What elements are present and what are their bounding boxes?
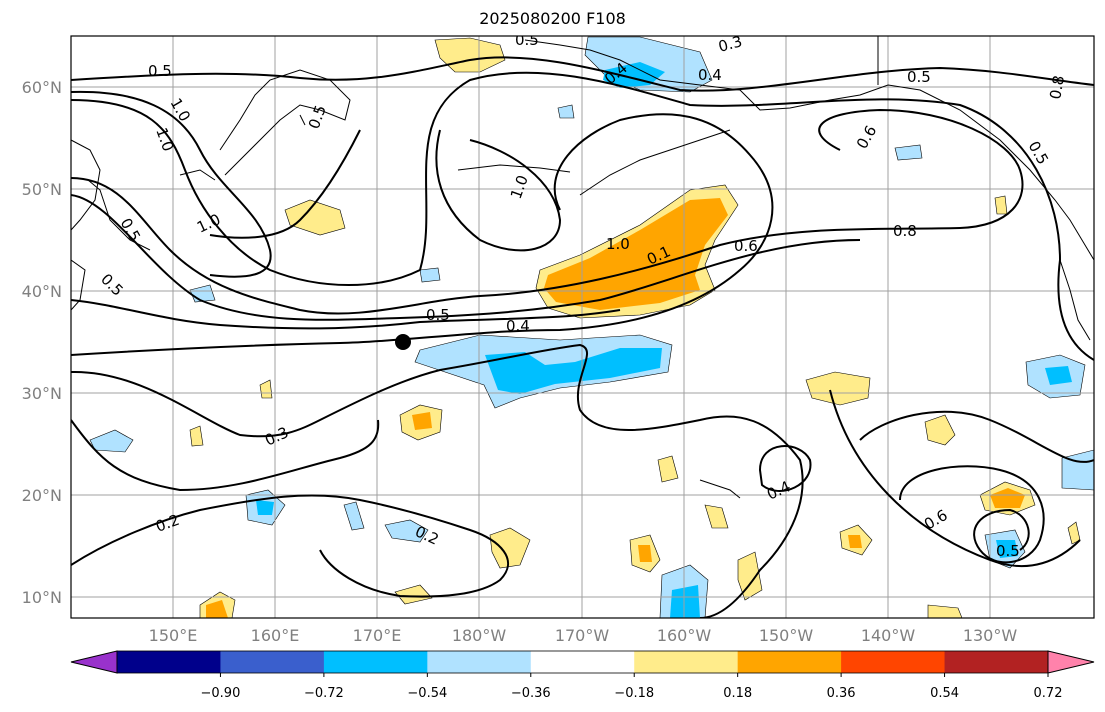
longitude-labels: 150°E 160°E 170°E 180°W 170°W 160°W 150°… xyxy=(149,626,1018,645)
lon-label: 160°E xyxy=(251,626,300,645)
latitude-labels: 60°N 50°N 40°N 30°N 20°N 10°N xyxy=(22,78,62,607)
contour-label: 0.5 xyxy=(515,31,539,49)
lon-label: 130°W xyxy=(963,626,1018,645)
colorbar: −0.90 −0.72 −0.54 −0.36 −0.18 0.18 0.36 0.54 0.7… xyxy=(70,650,1095,701)
lat-label: 20°N xyxy=(22,486,62,505)
lon-label: 180°W xyxy=(452,626,507,645)
colorbar-tick-label: 0.36 xyxy=(827,686,856,701)
negative-anomaly-shading xyxy=(89,36,1094,618)
contour-lines xyxy=(71,56,1094,618)
lon-label: 140°W xyxy=(861,626,916,645)
lon-label: 150°W xyxy=(759,626,814,645)
colorbar-tick-label: −0.54 xyxy=(407,686,447,701)
colorbar-tick-label: −0.36 xyxy=(511,686,551,701)
colorbar-tick-label: 0.18 xyxy=(723,686,752,701)
map-title: 2025080200 F108 xyxy=(479,9,626,28)
lon-label: 170°E xyxy=(353,626,402,645)
contour-label: 0.8 xyxy=(893,222,917,240)
contour-label: 0.5 xyxy=(148,62,172,80)
colorbar-tick-label: −0.18 xyxy=(614,686,654,701)
lat-label: 30°N xyxy=(22,384,62,403)
lat-label: 40°N xyxy=(22,282,62,301)
colorbar-segment xyxy=(323,651,428,673)
lon-label: 160°W xyxy=(657,626,712,645)
colorbar-segment xyxy=(737,651,842,673)
lat-label: 10°N xyxy=(22,588,62,607)
contour-label: 0.5 xyxy=(996,542,1020,560)
positive-anomaly-shading xyxy=(189,37,1081,618)
lon-label: 150°E xyxy=(149,626,198,645)
contour-label: 1.0 xyxy=(606,235,630,253)
colorbar-segment xyxy=(427,651,532,673)
colorbar-tick-label: 0.72 xyxy=(1034,686,1063,701)
coastlines xyxy=(71,36,1094,499)
colorbar-tick-label: −0.90 xyxy=(201,686,241,701)
colorbar-tick-label: −0.72 xyxy=(304,686,344,701)
lat-label: 50°N xyxy=(22,180,62,199)
colorbar-frame xyxy=(116,650,1049,674)
lat-label: 60°N xyxy=(22,78,62,97)
colorbar-segment xyxy=(220,651,325,673)
map-frame xyxy=(70,35,1095,619)
map-area: 0.5 0.3 0.4 0.5 0.4 0.8 1.0 0.5 1.0 0.5 … xyxy=(71,31,1094,618)
storm-marker xyxy=(395,334,411,350)
contour-label: 0.5 xyxy=(426,306,450,324)
colorbar-segment xyxy=(944,651,1049,673)
colorbar-segment xyxy=(117,651,221,673)
colorbar-extend-right xyxy=(1047,650,1095,674)
lon-label: 170°W xyxy=(555,626,610,645)
contour-label: 0.3 xyxy=(716,32,744,56)
contour-label: 0.8 xyxy=(1046,74,1068,101)
colorbar-extend-left xyxy=(70,650,118,674)
contour-label: 0.4 xyxy=(698,66,722,84)
colorbar-segment xyxy=(634,651,739,673)
colorbar-segment xyxy=(841,651,946,673)
contour-label: 0.5 xyxy=(907,68,931,86)
contour-label: 0.4 xyxy=(506,317,530,335)
colorbar-tick-label: 0.54 xyxy=(930,686,959,701)
colorbar-segment xyxy=(530,651,635,673)
contour-label: 0.6 xyxy=(734,237,758,255)
